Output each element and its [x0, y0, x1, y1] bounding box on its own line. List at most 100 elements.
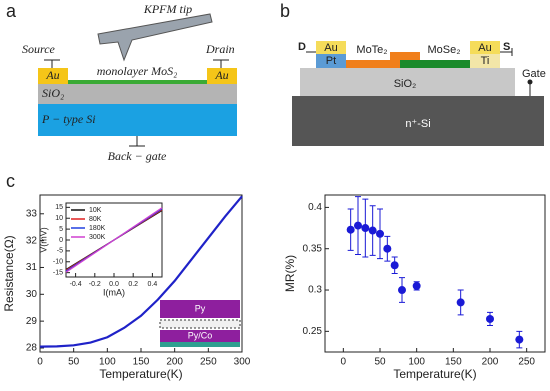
au-label: Au — [324, 42, 337, 54]
oxide-label: SiO₂ — [42, 86, 64, 100]
y-tick-label: 0 — [59, 237, 63, 244]
point — [398, 286, 406, 295]
base-layer — [160, 342, 240, 347]
au-pad — [38, 68, 68, 84]
contact-wire — [44, 59, 229, 68]
x-tick-label: 50 — [68, 357, 80, 368]
gate-node — [527, 79, 533, 85]
y-tick-label: 0.25 — [303, 326, 323, 337]
x-tick-label: 150 — [133, 357, 150, 368]
point — [456, 298, 465, 307]
pt-pad — [316, 54, 346, 68]
y-tick-label: 30 — [26, 289, 38, 300]
tip — [97, 13, 213, 62]
substrate — [292, 96, 544, 146]
au-pad — [470, 41, 500, 54]
au-label: Au — [478, 42, 491, 54]
y-tick-label: -15 — [53, 269, 63, 276]
point — [515, 335, 524, 344]
ti-pad — [470, 54, 500, 68]
legend-label: 80K — [89, 216, 102, 223]
y-tick-label: 0.35 — [303, 243, 323, 254]
mote2 — [346, 60, 446, 68]
source-label: S — [503, 41, 510, 53]
y-tick-label: 33 — [26, 208, 38, 219]
point — [368, 226, 377, 235]
x-tick-label: 200 — [482, 357, 499, 368]
point — [412, 281, 421, 290]
y-tick-label: 32 — [26, 235, 38, 246]
au-label: Au — [214, 68, 228, 82]
x-tick-label: 0.0 — [109, 281, 119, 288]
drain-label: Drain — [205, 42, 235, 56]
substrate-label: P − type Si — [41, 112, 96, 126]
oxide — [300, 68, 515, 96]
au-label: Au — [45, 68, 59, 82]
legend-label: 300K — [89, 234, 106, 241]
panel-label: c — [6, 171, 15, 191]
x-tick-label: 0 — [341, 357, 347, 368]
tip-label: KPFM tip — [143, 2, 192, 16]
pt-label: Pt — [326, 55, 336, 67]
gate-label: Back − gate — [108, 149, 167, 163]
x-axis-label: Temperature(K) — [99, 367, 182, 381]
inset-diagram: Py Py/Co — [159, 300, 241, 347]
x-tick-label: 250 — [200, 357, 217, 368]
x-tick-label: 200 — [166, 357, 183, 368]
point — [383, 244, 392, 253]
plot-frame — [324, 194, 546, 353]
py-label: Py — [195, 303, 206, 313]
point — [354, 221, 362, 230]
gate-wire — [129, 136, 145, 147]
x-tick-label: 100 — [99, 357, 116, 368]
x-tick-label: 50 — [374, 357, 386, 368]
pyco-layer — [160, 330, 240, 342]
x-tick-label: 0.2 — [128, 281, 138, 288]
oxide — [38, 84, 237, 104]
y-tick-label: 0.3 — [308, 285, 322, 296]
y-tick-label: -5 — [57, 248, 63, 255]
gate-label: Gate — [522, 68, 546, 80]
substrate — [38, 104, 237, 136]
x-tick-label: -0.2 — [89, 281, 101, 288]
y-tick-label: 0.4 — [308, 202, 322, 213]
barrier — [159, 319, 241, 329]
x-tick-label: 0.4 — [148, 281, 158, 288]
mote2 — [390, 52, 420, 60]
x-tick-label: 100 — [408, 357, 425, 368]
point — [346, 225, 355, 234]
y-axis-label: MR(%) — [283, 255, 297, 292]
y-tick-label: -10 — [53, 259, 63, 266]
wire — [306, 48, 513, 56]
au-pad — [207, 68, 237, 84]
py-layer — [160, 300, 240, 318]
point — [486, 314, 494, 323]
panel-label: a — [6, 1, 17, 21]
x-tick-label: -0.4 — [70, 281, 82, 288]
mose2 — [400, 60, 470, 68]
mote2-label: MoTe₂ — [356, 44, 387, 56]
y-tick-label: 15 — [55, 204, 63, 211]
point — [390, 261, 399, 270]
channel — [68, 80, 207, 84]
series-line — [39, 195, 243, 348]
x-tick-label: 0 — [37, 357, 43, 368]
x-tick-label: 300 — [234, 357, 251, 368]
y-tick-label: 5 — [59, 226, 63, 233]
oxide-label: SiO₂ — [394, 78, 417, 90]
series-line — [65, 207, 163, 273]
legend-label: 10K — [89, 207, 102, 214]
y-axis-label: V(mV) — [38, 227, 48, 253]
pyco-label: Py/Co — [188, 330, 213, 340]
x-tick-label: 250 — [518, 357, 535, 368]
y-axis-label: Resistance(Ω) — [2, 235, 16, 311]
x-axis-label: I(mA) — [103, 287, 125, 297]
y-tick-label: 29 — [26, 316, 38, 327]
substrate-label: n⁺-Si — [405, 118, 430, 130]
point — [376, 229, 384, 238]
channel-label: monolayer MoS₂ — [97, 64, 178, 78]
x-axis-label: Temperature(K) — [393, 367, 476, 381]
y-tick-label: 10 — [55, 215, 63, 222]
x-tick-label: 150 — [445, 357, 462, 368]
